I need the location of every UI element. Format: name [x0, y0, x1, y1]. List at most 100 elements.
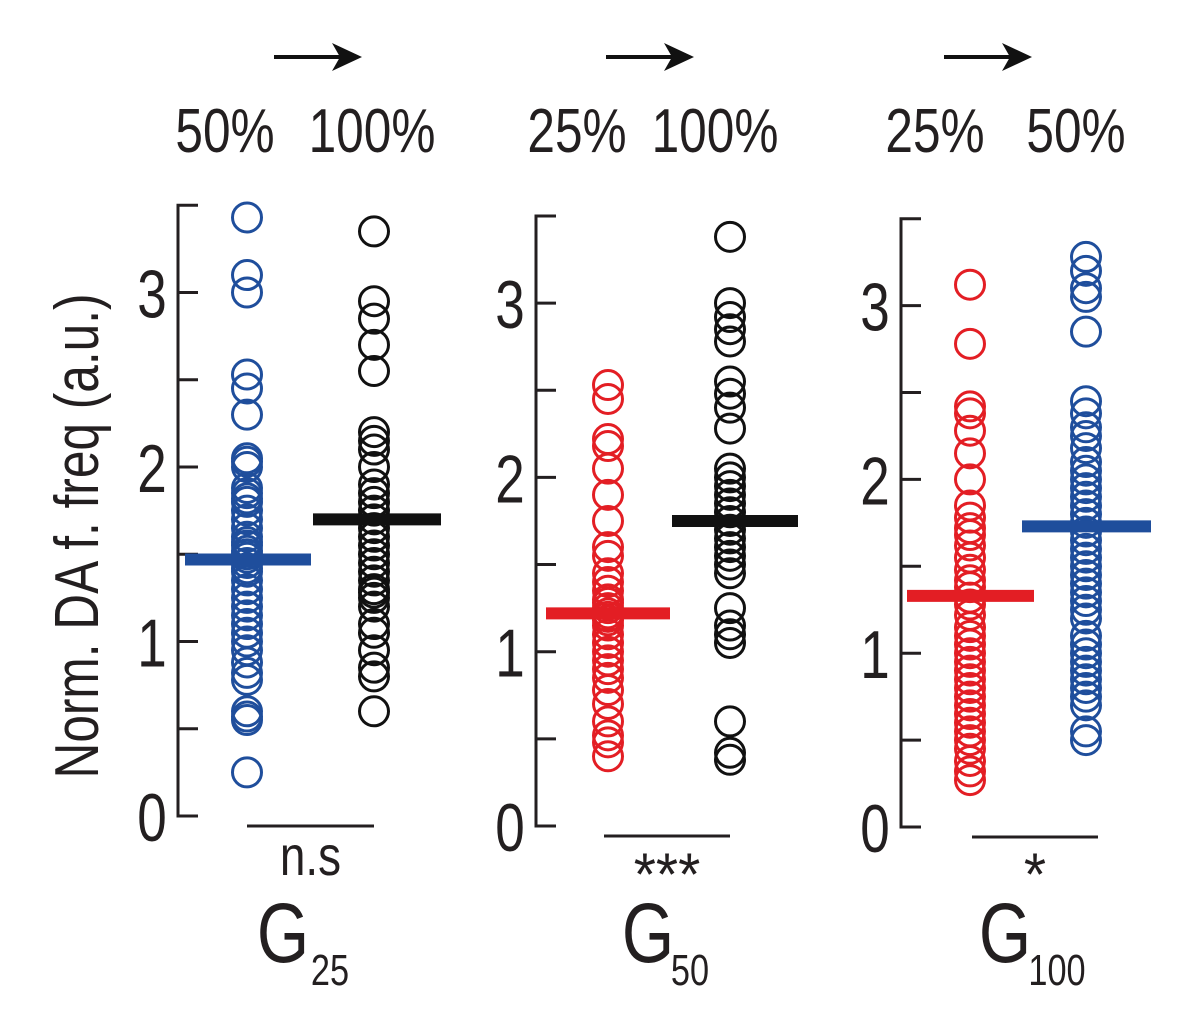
- panel-1-blue-point: [231, 646, 263, 679]
- panel-3-blue-point: [1070, 532, 1102, 565]
- panel-3-blue-point: [1070, 411, 1102, 444]
- panel-3-red-point: [954, 327, 986, 360]
- panel-2-arrow-head: [664, 43, 694, 71]
- panel-3-blue-point: [1070, 272, 1102, 305]
- panel-2-red-point: [592, 382, 624, 415]
- panel-2-red-point: [592, 452, 624, 485]
- panel-2-red-point: [592, 740, 624, 773]
- panel-3-blue-point: [1070, 585, 1102, 618]
- panel-3-red-point: [954, 732, 986, 765]
- panel-3-blue-point: [1070, 454, 1102, 487]
- panel-2-red-point: [592, 726, 624, 759]
- panel-2-red-point: [592, 423, 624, 456]
- panel-2-red-point: [592, 635, 624, 668]
- panel-1-tick-label: 1: [137, 605, 167, 681]
- panel-2-red-point: [592, 531, 624, 564]
- panel-3-arrow-head: [1002, 43, 1032, 71]
- panel-2-right-label: 100%: [652, 96, 779, 166]
- panel-1-blue-point: [231, 599, 263, 632]
- panel-3-blue-point: [1070, 240, 1102, 273]
- panel-3-blue-point: [1070, 671, 1102, 704]
- panel-2-significance-label: ***: [634, 842, 701, 909]
- panel-3-red-point: [954, 390, 986, 423]
- panel-1-black-point: [358, 555, 390, 588]
- panel-3-red-point: [954, 268, 986, 301]
- panel-3-left-label: 25%: [885, 96, 984, 166]
- panel-2-black-point: [714, 743, 746, 776]
- panel-3-blue-point: [1070, 315, 1102, 348]
- panel-1-black-point: [358, 651, 390, 684]
- panel-3-blue-point: [1070, 576, 1102, 609]
- panel-3-red-point: [954, 706, 986, 739]
- panel-3-red-point: [954, 529, 986, 562]
- panel-3-tick-label: 1: [860, 617, 890, 693]
- panel-3-blue-point: [1070, 446, 1102, 479]
- panel-2-red-point: [592, 539, 624, 572]
- panel-1-black-point: [358, 695, 390, 728]
- panel-2-black-point: [714, 736, 746, 769]
- panel-1-blue-point: [231, 564, 263, 597]
- panel-3-blue-point: [1070, 463, 1102, 496]
- panel-3-blue-point: [1070, 680, 1102, 713]
- panel-2-black-point: [714, 461, 746, 494]
- panel-2-red-point: [592, 478, 624, 511]
- panel-3-group-label: G: [979, 887, 1031, 981]
- panel-1-black-point: [358, 634, 390, 667]
- panel-1-tick-label: 2: [137, 431, 167, 507]
- panel-1-blue-point: [231, 704, 263, 737]
- panel-2-group-label: G: [622, 887, 674, 981]
- panel-1-black-point: [358, 328, 390, 361]
- panel-2-left-label: 25%: [527, 96, 626, 166]
- panel-1-right-label: 100%: [309, 96, 436, 166]
- panel-1-left-label: 50%: [175, 96, 274, 166]
- panel-2-black-point: [714, 287, 746, 320]
- panel-2-black-point: [714, 377, 746, 410]
- panel-3-blue-point: [1070, 637, 1102, 670]
- panel-3-red-point: [954, 671, 986, 704]
- panel-2-red-point: [592, 504, 624, 537]
- panel-3-red-point: [954, 619, 986, 652]
- panel-2-black-point: [714, 705, 746, 738]
- panel-3-significance-label: *: [1024, 842, 1046, 909]
- panel-2-black-point: [714, 478, 746, 511]
- panel-1-black-point: [358, 616, 390, 649]
- panel-1-black-point: [358, 529, 390, 562]
- panel-3-red-point: [954, 645, 986, 678]
- panel-3-red-point: [954, 437, 986, 470]
- panel-3-blue-point: [1070, 432, 1102, 465]
- panel-3-blue-point: [1070, 689, 1102, 722]
- panel-3-red-point: [954, 764, 986, 797]
- panel-2-tick-label: 3: [495, 267, 525, 343]
- panel-3-blue-point: [1070, 628, 1102, 661]
- panel-1-blue-point: [231, 581, 263, 614]
- panel-3-group-subscript: 100: [1028, 946, 1085, 995]
- panel-3-blue-point: [1070, 489, 1102, 522]
- panel-2-red-point: [592, 618, 624, 651]
- panel-2-black-point: [714, 412, 746, 445]
- panel-2-red-point: [592, 705, 624, 738]
- panel-1-black-point: [358, 451, 390, 483]
- panel-3-blue-point: [1070, 602, 1102, 635]
- panel-1-black-point: [358, 660, 390, 693]
- panel-1-blue-point: [231, 625, 263, 658]
- panel-3-blue-point: [1070, 550, 1102, 583]
- panel-3-blue-point: [1070, 254, 1102, 287]
- panel-2-black-point: [714, 548, 746, 581]
- panel-2-red-point: [592, 430, 624, 463]
- panel-1-black-point: [358, 215, 390, 248]
- panel-3-red-point: [954, 744, 986, 777]
- panel-3-red-point: [954, 397, 986, 430]
- panel-3-right-label: 50%: [1026, 96, 1125, 166]
- panel-1-black-point: [358, 564, 390, 597]
- panel-3-red-point: [954, 724, 986, 757]
- panel-1-black-point: [358, 538, 390, 571]
- panel-1-arrow-head: [332, 43, 362, 71]
- panel-1-black-point: [358, 477, 390, 510]
- panel-2-black-point: [714, 391, 746, 424]
- panel-1-black-point: [358, 285, 390, 318]
- panel-1-blue-point: [231, 663, 263, 696]
- panel-1-tick-label: 0: [137, 780, 167, 856]
- panel-3-red-point: [954, 698, 986, 731]
- panel-2-red-point: [592, 626, 624, 659]
- y-axis-label: Norm. DA f. freq (a.u.): [42, 294, 112, 779]
